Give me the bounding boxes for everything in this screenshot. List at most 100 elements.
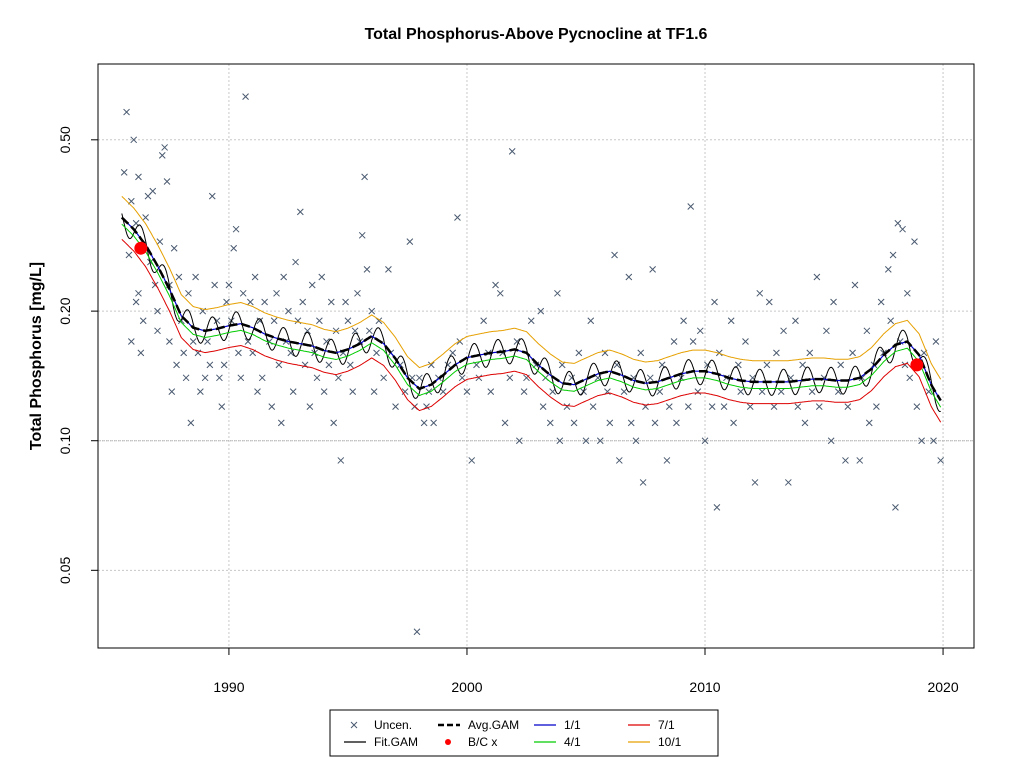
data-point (711, 298, 718, 306)
data-point (166, 338, 173, 345)
data-point (865, 419, 873, 427)
data-point (416, 374, 423, 382)
data-point (163, 178, 171, 185)
chart-title: Total Phosphorus-Above Pycnocline at TF1… (365, 26, 708, 43)
data-point (701, 437, 709, 445)
data-point (899, 225, 906, 233)
data-point (520, 388, 528, 396)
data-point (665, 403, 673, 410)
data-point (406, 238, 414, 246)
data-point (558, 361, 566, 369)
data-point (763, 361, 771, 369)
legend-label: 1/1 (564, 718, 581, 732)
data-point (218, 403, 226, 410)
data-point (185, 289, 192, 297)
fit-gam-line (121, 213, 941, 412)
data-point (306, 403, 314, 410)
data-point (268, 403, 276, 410)
data-point (582, 437, 590, 445)
data-point (894, 219, 902, 227)
data-point (758, 388, 766, 396)
data-point (746, 403, 754, 410)
data-point (135, 289, 142, 297)
data-point (237, 374, 245, 382)
data-point (892, 504, 899, 511)
data-point (454, 214, 461, 221)
legend-label: Avg.GAM (468, 718, 519, 732)
data-point (158, 152, 166, 159)
data-point (458, 374, 466, 382)
data-point (889, 251, 897, 259)
data-point (627, 419, 635, 427)
data-point (918, 437, 925, 445)
data-point (932, 338, 940, 345)
line-7-1 (121, 238, 942, 423)
data-point (192, 273, 199, 281)
legend-box (329, 709, 719, 757)
data-point (906, 374, 914, 382)
data-point (646, 374, 654, 382)
legend-swatch (350, 721, 358, 729)
legend: Uncen. Avg.GAM 1/1 7/1 Fit.GAM B/C x 4/1 10/1 (329, 709, 719, 757)
data-point (770, 403, 778, 410)
data-point (930, 437, 937, 445)
data-point (720, 403, 728, 410)
data-point (620, 388, 628, 396)
y-tick-label: 0.50 (57, 126, 73, 153)
data-point (844, 403, 852, 410)
data-point (715, 349, 723, 357)
data-point (830, 298, 837, 306)
data-point (380, 374, 388, 382)
data-point (299, 298, 307, 306)
data-point (285, 307, 292, 315)
data-point (392, 403, 399, 410)
data-point (670, 338, 678, 345)
data-point (639, 479, 647, 486)
data-point (206, 361, 214, 369)
data-point (523, 374, 530, 382)
data-point (823, 327, 830, 335)
data-point (244, 338, 252, 345)
data-point (123, 108, 130, 116)
line-1-1 (121, 217, 942, 401)
data-point (632, 437, 640, 445)
data-point (527, 317, 535, 325)
data-point (537, 307, 545, 315)
data-point (170, 244, 178, 252)
data-point (325, 361, 333, 369)
data-point (546, 419, 554, 427)
data-point (154, 327, 161, 335)
data-point (308, 281, 316, 289)
data-point (430, 419, 437, 427)
data-point (287, 349, 295, 357)
data-point (316, 317, 323, 325)
data-point (801, 419, 809, 427)
data-point (563, 403, 571, 410)
data-point (385, 266, 392, 273)
data-point (773, 349, 780, 357)
data-point (120, 169, 128, 176)
data-point (737, 388, 745, 396)
data-point (289, 388, 297, 396)
data-point (539, 403, 547, 410)
data-point (354, 289, 361, 297)
data-point (680, 317, 687, 325)
data-point (230, 244, 238, 252)
data-point (139, 317, 147, 325)
data-point (637, 349, 645, 357)
data-point (137, 349, 145, 357)
data-point (587, 317, 595, 325)
data-point (873, 403, 880, 410)
grid-lines (98, 64, 974, 648)
data-point (877, 298, 885, 306)
data-point (884, 266, 892, 273)
data-point (501, 419, 509, 427)
data-point (318, 273, 326, 281)
data-point (313, 374, 321, 382)
data-point (349, 388, 357, 396)
data-point (570, 419, 578, 427)
data-point (225, 281, 233, 289)
data-point (223, 298, 230, 306)
data-point (173, 361, 180, 369)
